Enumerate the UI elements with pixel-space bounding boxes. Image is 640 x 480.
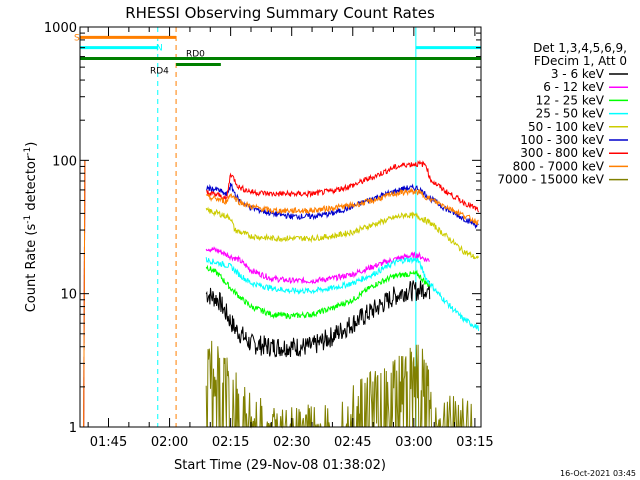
rd4-label: RD4	[150, 67, 169, 77]
legend-label: 7000 - 15000 keV	[497, 173, 604, 187]
x-tick-label: 03:00	[395, 435, 432, 450]
series-line	[205, 206, 480, 260]
rd0-label: RD0	[186, 50, 205, 60]
legend: Det 1,3,4,5,6,9,FDecim 1, Att 03 - 6 keV…	[497, 41, 628, 187]
annotation-layer: S N RD4 RD0	[74, 27, 482, 427]
x-tick-label: 02:15	[212, 435, 249, 450]
x-tick-label: 02:45	[334, 435, 371, 450]
legend-label: 800 - 7000 keV	[513, 159, 605, 173]
y-tick-label: 10	[60, 288, 77, 303]
legend-label: 50 - 100 keV	[528, 120, 605, 134]
series-line	[206, 182, 479, 230]
series-line	[205, 246, 430, 285]
y-axis-label: Count Rate (s-1 detector-1)	[23, 142, 39, 313]
y-tick-label: 100	[52, 154, 77, 169]
night-label: N	[156, 44, 163, 54]
footer-timestamp: 16-Oct-2021 03:45	[560, 469, 636, 478]
x-tick-label: 02:30	[273, 435, 310, 450]
attenuator-label: S	[74, 33, 80, 43]
series-layer	[83, 159, 480, 429]
series-line	[205, 340, 475, 429]
x-tick-label: 02:00	[151, 435, 188, 450]
y-tick-label: 1	[69, 421, 77, 436]
chart-title: RHESSI Observing Summary Count Rates	[125, 4, 435, 22]
x-axis-label: Start Time (29-Nov-08 01:38:02)	[174, 458, 386, 473]
x-tick-label: 03:15	[456, 435, 493, 450]
x-tick-label: 01:45	[90, 435, 127, 450]
series-line	[205, 264, 431, 320]
legend-header: FDecim 1, Att 0	[534, 54, 627, 68]
legend-header: Det 1,3,4,5,6,9,	[533, 41, 627, 55]
legend-label: 25 - 50 keV	[536, 107, 605, 121]
series-line	[205, 257, 480, 331]
plot-frame	[79, 26, 482, 428]
legend-label: 6 - 12 keV	[543, 80, 605, 94]
legend-label: 12 - 25 keV	[536, 93, 605, 107]
y-tick-label: 1000	[44, 21, 77, 36]
series-line	[205, 187, 479, 226]
x-axis: 01:45 02:00 02:15 02:30 02:45 03:00 03:15	[87, 27, 494, 450]
series-line	[206, 159, 480, 213]
y-axis: 1 10 100 1000	[44, 21, 481, 436]
series-line	[205, 280, 431, 358]
legend-label: 300 - 800 keV	[520, 146, 604, 160]
legend-label: 100 - 300 keV	[520, 133, 604, 147]
legend-label: 3 - 6 keV	[551, 67, 605, 81]
